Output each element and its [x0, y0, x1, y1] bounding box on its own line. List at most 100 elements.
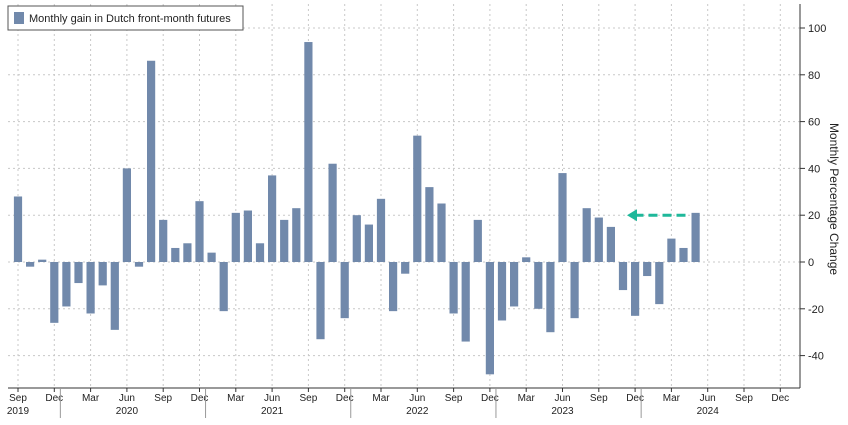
x-tick-label: Sep: [300, 393, 318, 404]
bar: [50, 262, 59, 323]
bar: [134, 262, 144, 267]
y-tick-label: -20: [808, 304, 824, 316]
x-tick-label: Mar: [663, 393, 681, 404]
bar: [243, 210, 252, 262]
bar: [558, 173, 567, 262]
bar: [328, 163, 337, 262]
x-year-label: 2023: [551, 406, 574, 417]
y-tick-label: 0: [808, 257, 814, 269]
x-year-label: 2019: [7, 406, 30, 417]
bar: [413, 135, 422, 262]
x-tick-label: Jun: [554, 393, 570, 404]
bar: [352, 215, 361, 262]
x-tick-label: Dec: [191, 393, 209, 404]
bar: [183, 243, 192, 262]
bar: [437, 203, 446, 262]
bar: [122, 168, 131, 262]
bar: [594, 217, 603, 262]
bar: [340, 262, 349, 319]
x-tick-label: Mar: [372, 393, 390, 404]
x-year-label: 2021: [261, 406, 284, 417]
bar: [667, 238, 676, 262]
bar: [497, 262, 507, 321]
bar: [534, 262, 543, 309]
legend: Monthly gain in Dutch front-month future…: [7, 5, 244, 31]
legend-swatch: [14, 12, 24, 24]
bar: [618, 262, 628, 291]
x-tick-label: Dec: [771, 393, 789, 404]
bar: [401, 262, 410, 274]
x-tick-label: Mar: [82, 393, 100, 404]
x-tick-label: Sep: [445, 393, 463, 404]
bar: [255, 243, 265, 262]
bar: [231, 212, 240, 262]
y-tick-label: 40: [808, 163, 820, 175]
bar: [159, 219, 168, 262]
y-tick-label: -40: [808, 351, 824, 363]
bar: [461, 262, 470, 342]
bar: [546, 262, 555, 333]
bar: [292, 208, 301, 262]
bar: [280, 219, 289, 262]
x-tick-label: Sep: [154, 393, 172, 404]
bar: [13, 196, 23, 262]
bar: [171, 247, 180, 262]
bar: [195, 201, 204, 262]
axes: -40 -20 0 20 40 60 80 100 Sep 2019 Dec Mar Jun 2020 Se…: [7, 4, 826, 418]
bar: [316, 262, 325, 340]
x-tick-label: Mar: [518, 393, 536, 404]
legend-label: Monthly gain in Dutch front-month future…: [29, 13, 231, 25]
bar: [473, 219, 482, 262]
x-tick-label: Jun: [700, 393, 716, 404]
bar: [679, 247, 688, 262]
annotation: [627, 209, 686, 222]
y-tick-label: 80: [808, 70, 820, 82]
bar: [449, 262, 458, 314]
x-tick-label: Jun: [119, 393, 135, 404]
bar: [389, 262, 398, 312]
bar: [62, 262, 71, 307]
bar: [510, 262, 519, 307]
bar: [485, 262, 494, 375]
x-tick-label: Sep: [9, 393, 27, 404]
x-tick-label: Jun: [409, 393, 425, 404]
bar: [606, 226, 615, 262]
x-year-label: 2020: [116, 406, 139, 417]
x-year-label: 2024: [697, 406, 720, 417]
bar: [425, 187, 434, 262]
x-tick-label: Mar: [227, 393, 245, 404]
bar: [655, 262, 664, 305]
bar: [522, 257, 531, 262]
bar: [219, 262, 228, 312]
bar: [86, 262, 95, 314]
bar: [38, 259, 47, 262]
bar: [304, 42, 313, 262]
y-tick-label: 20: [808, 210, 820, 222]
bar: [147, 60, 156, 263]
bar: [643, 262, 652, 277]
bar: [582, 208, 591, 262]
bar: [207, 252, 216, 262]
bar: [376, 198, 386, 262]
x-year-label: 2022: [406, 406, 429, 417]
bar: [98, 262, 107, 286]
x-tick-label: Dec: [45, 393, 63, 404]
x-tick-label: Sep: [590, 393, 608, 404]
x-tick-label: Dec: [626, 393, 644, 404]
bar: [691, 212, 700, 262]
annotation-arrow-head: [627, 209, 637, 222]
bar: [364, 224, 373, 262]
bar: [26, 262, 35, 267]
x-tick-label: Dec: [336, 393, 354, 404]
x-tick-label: Jun: [264, 393, 280, 404]
y-axis-label: Monthly Percentage Change: [827, 123, 841, 275]
bar: [74, 262, 83, 284]
bar: [631, 262, 640, 316]
bar: [570, 262, 579, 319]
bar: [110, 262, 119, 330]
x-tick-label: Dec: [481, 393, 499, 404]
x-tick-label: Sep: [735, 393, 753, 404]
bars: [13, 42, 700, 375]
